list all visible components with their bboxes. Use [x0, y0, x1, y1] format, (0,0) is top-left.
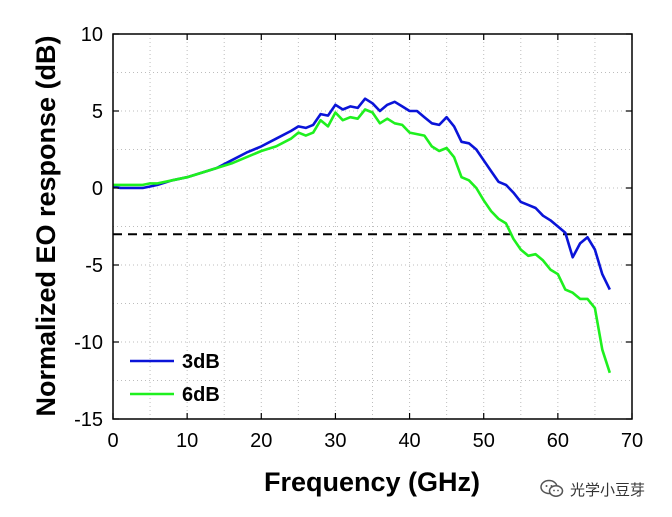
x-tick-label: 40: [398, 430, 420, 452]
x-tick-label: 10: [176, 430, 198, 452]
plot-frame: [112, 33, 633, 420]
y-tick-label: -5: [85, 255, 103, 277]
y-axis-title: Normalized EO response (dB): [31, 35, 61, 416]
watermark-text: 光学小豆芽: [570, 480, 646, 499]
x-tick-label: 70: [621, 430, 643, 452]
legend-label-6dB: 6dB: [182, 384, 220, 406]
grid-lines: [113, 34, 632, 419]
watermark: 光学小豆芽: [540, 478, 645, 500]
y-tick-label: 5: [92, 101, 103, 123]
y-tick-labels: 10 5 0 -5 -10 -15: [74, 24, 103, 431]
legend: 3dB 6dB: [130, 351, 220, 406]
x-tick-label: 0: [107, 430, 118, 452]
y-tick-label: -15: [74, 409, 103, 431]
series-lines: [112, 97, 612, 374]
x-tick-label: 60: [547, 430, 569, 452]
y-tick-label: 10: [81, 24, 103, 46]
y-tick-label: 0: [92, 178, 103, 200]
axis-ticks: [112, 33, 633, 420]
x-tick-labels: 0 10 20 30 40 50 60 70: [107, 430, 643, 452]
y-tick-label: -10: [74, 332, 103, 354]
x-tick-label: 30: [324, 430, 346, 452]
x-axis-title: Frequency (GHz): [264, 467, 480, 497]
legend-label-3dB: 3dB: [182, 351, 220, 373]
wechat-icon: [540, 479, 564, 497]
series-line-3dB: [112, 97, 611, 291]
series-line-6dB: [113, 108, 612, 374]
x-tick-label: 50: [473, 430, 495, 452]
x-tick-label: 20: [250, 430, 272, 452]
